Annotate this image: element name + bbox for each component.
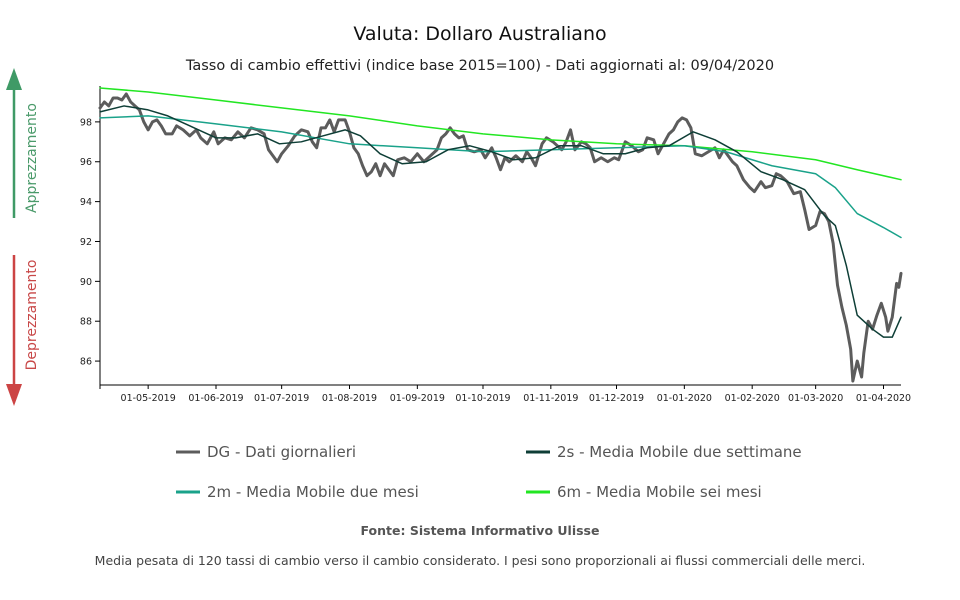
- legend-label: 2m - Media Mobile due mesi: [207, 483, 419, 501]
- footnote-text: Media pesata di 120 tassi di cambio vers…: [95, 553, 866, 568]
- legend-label: 2s - Media Mobile due settimane: [557, 443, 802, 461]
- x-tick-label: 01-08-2019: [322, 393, 377, 404]
- y-tick-label: 90: [80, 277, 92, 288]
- source-text: Fonte: Sistema Informativo Ulisse: [361, 523, 600, 538]
- x-tick-label: 01-05-2019: [121, 393, 176, 404]
- series-line-2m: [99, 115, 902, 239]
- arrow-up-icon: [6, 68, 22, 90]
- arrow-down-icon: [6, 384, 22, 406]
- legend: DG - Dati giornalieri 2s - Media Mobile d…: [176, 443, 802, 501]
- y-tick-label: 92: [80, 237, 92, 248]
- x-tick-label: 01-09-2019: [390, 393, 445, 404]
- legend-label: 6m - Media Mobile sei mesi: [557, 483, 762, 501]
- chart-title: Valuta: Dollaro Australiano: [353, 23, 606, 45]
- depreciation-indicator: Deprezzamento: [6, 255, 40, 406]
- legend-item-6m: 6m - Media Mobile sei mesi: [526, 483, 762, 501]
- series-line-daily: [98, 92, 903, 383]
- y-tick-label: 96: [80, 157, 92, 168]
- legend-item-2m: 2m - Media Mobile due mesi: [176, 483, 419, 501]
- depreciation-label: Deprezzamento: [24, 260, 40, 371]
- y-axis-ticks: 86 88 90 92 94 96 98: [80, 117, 100, 368]
- legend-item-2w: 2s - Media Mobile due settimane: [526, 443, 802, 461]
- x-tick-label: 01-02-2020: [725, 393, 780, 404]
- appreciation-label: Apprezzamento: [24, 103, 40, 213]
- legend-label: DG - Dati giornalieri: [207, 443, 356, 461]
- y-tick-label: 86: [80, 357, 92, 368]
- y-tick-label: 88: [80, 317, 92, 328]
- chart-subtitle: Tasso di cambio effettivi (indice base 2…: [185, 58, 774, 74]
- x-tick-label: 01-11-2019: [523, 393, 578, 404]
- x-tick-label: 01-04-2020: [856, 393, 911, 404]
- x-tick-label: 01-10-2019: [455, 393, 510, 404]
- x-tick-label: 01-01-2020: [657, 393, 712, 404]
- x-axis-ticks: 01-05-2019 01-06-2019 01-07-2019 01-08-2019…: [99, 385, 911, 404]
- series-layer: [98, 87, 903, 383]
- y-tick-label: 94: [80, 197, 92, 208]
- y-tick-label: 98: [80, 117, 92, 128]
- appreciation-indicator: Apprezzamento: [6, 68, 40, 218]
- series-line-2w: [99, 105, 902, 338]
- x-tick-label: 01-06-2019: [188, 393, 243, 404]
- chart-axes: [99, 86, 901, 386]
- x-tick-label: 01-12-2019: [589, 393, 644, 404]
- x-tick-label: 01-03-2020: [788, 393, 843, 404]
- x-tick-label: 01-07-2019: [254, 393, 309, 404]
- legend-item-daily: DG - Dati giornalieri: [176, 443, 356, 461]
- series-line-6m: [99, 87, 902, 181]
